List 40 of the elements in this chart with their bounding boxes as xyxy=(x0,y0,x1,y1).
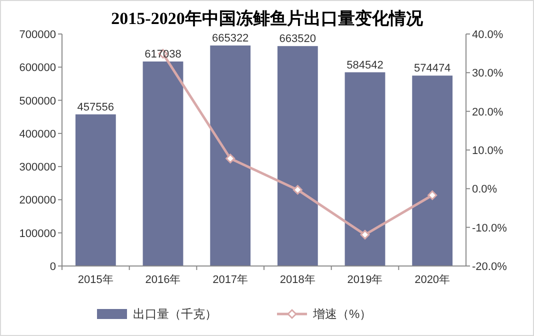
x-tick-label: 2015年 xyxy=(78,274,114,286)
y2-tick-label: 0.0% xyxy=(472,184,498,196)
y2-tick-label: 40.0% xyxy=(472,29,504,41)
y-tick-label: 500000 xyxy=(19,95,56,108)
data-label: 457556 xyxy=(77,101,114,114)
y-tick-label: 100000 xyxy=(19,228,56,240)
x-tick-label: 2019年 xyxy=(347,274,383,286)
y-tick-label: 300000 xyxy=(19,162,56,174)
legend-label: 出口量（千克） xyxy=(133,307,217,321)
y-tick-label: 700000 xyxy=(19,29,56,41)
y-tick-label: 600000 xyxy=(19,62,56,74)
bar xyxy=(142,61,184,266)
x-tick-label: 2020年 xyxy=(414,274,450,286)
data-label: 574474 xyxy=(414,62,451,75)
bar xyxy=(75,114,116,266)
bar xyxy=(412,76,453,266)
point xyxy=(226,154,236,164)
x-tick-label: 2018年 xyxy=(280,274,316,286)
x-tick-label: 2017年 xyxy=(212,274,248,286)
bar xyxy=(344,72,386,266)
bar xyxy=(210,45,251,266)
data-label: 665322 xyxy=(212,32,249,44)
y2-tick-label: 30.0% xyxy=(472,68,504,80)
chart-title: 2015-2020年中国冻鲱鱼片出口量变化情况 xyxy=(111,9,424,28)
x-tick-label: 2016年 xyxy=(145,274,181,286)
bar xyxy=(277,46,318,266)
y2-tick-label: 20.0% xyxy=(472,106,504,118)
y-tick-label: 400000 xyxy=(19,128,56,140)
point xyxy=(292,185,302,195)
y2-tick-label: -10.0% xyxy=(472,222,508,234)
data-label: 584542 xyxy=(346,59,384,72)
y-tick-label: 200000 xyxy=(19,194,56,207)
y2-tick-label: 10.0% xyxy=(472,145,504,157)
data-label: 617038 xyxy=(144,48,182,60)
point xyxy=(360,230,370,240)
y-tick-label: 0 xyxy=(50,261,56,273)
legend-label: 增速（%） xyxy=(312,307,372,321)
point xyxy=(428,190,438,200)
data-label: 663520 xyxy=(279,33,316,46)
y2-tick-label: -20.0% xyxy=(472,261,508,273)
